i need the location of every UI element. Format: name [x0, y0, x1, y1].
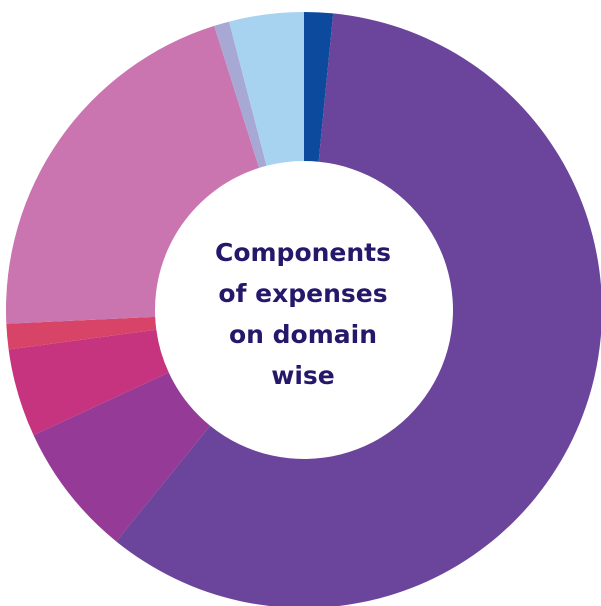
chart-title-line-2: of expenses — [218, 279, 388, 308]
chart-title-line-1: Components — [214, 238, 392, 267]
donut-slice-6 — [5, 25, 260, 324]
chart-title: Components of expenses on domain wise — [178, 232, 428, 396]
chart-title-line-3: on domain — [228, 320, 378, 349]
donut-slice-8 — [229, 12, 304, 166]
donut-slice-7 — [214, 21, 267, 168]
chart-title-line-4: wise — [271, 361, 335, 390]
donut-slice-5 — [6, 316, 157, 350]
donut-slice-2 — [116, 13, 601, 606]
donut-slices — [5, 12, 601, 606]
donut-slice-3 — [33, 372, 211, 542]
donut-slice-4 — [8, 329, 169, 436]
donut-slice-1 — [304, 12, 334, 162]
